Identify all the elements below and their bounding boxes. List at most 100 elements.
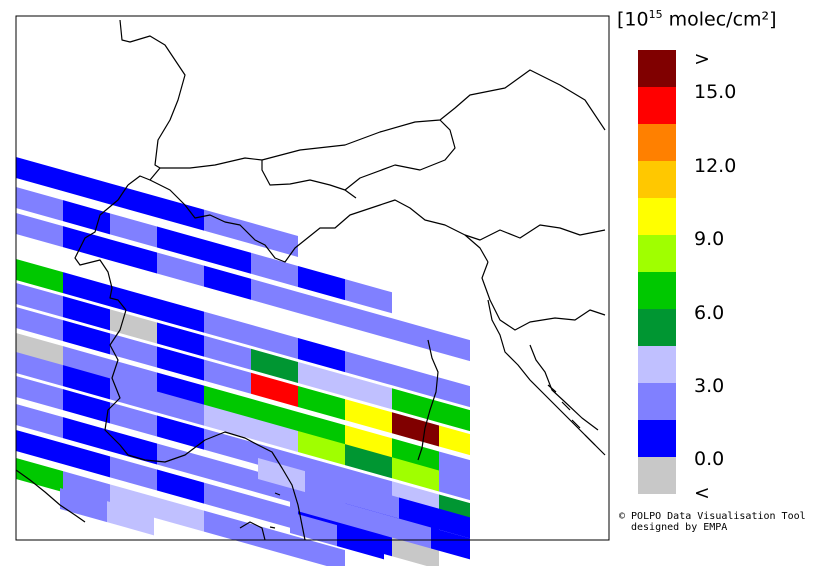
swath-pixel bbox=[251, 372, 298, 407]
swath-pixel bbox=[110, 402, 157, 437]
country-borders bbox=[15, 19, 606, 541]
swath-pixel bbox=[157, 346, 204, 381]
swath-pixel bbox=[63, 170, 110, 205]
swath-pixel bbox=[157, 497, 204, 532]
swath-pixel bbox=[439, 331, 470, 362]
swath-pixel bbox=[258, 458, 305, 493]
legend-swatch bbox=[638, 124, 676, 161]
swath-pixel bbox=[392, 438, 439, 473]
swath-pixel bbox=[63, 417, 110, 452]
swath-pixel bbox=[305, 471, 352, 506]
swath-pixel bbox=[337, 501, 384, 536]
swath-pixel bbox=[251, 278, 298, 313]
swath-pixel bbox=[439, 377, 470, 408]
swath-pixel bbox=[251, 398, 298, 433]
swath-pixel bbox=[298, 385, 345, 421]
legend-swatch bbox=[638, 457, 676, 494]
swath-pixel bbox=[16, 307, 63, 342]
swath-pixel bbox=[16, 157, 63, 192]
swath-pixel bbox=[204, 209, 251, 244]
swath-pixel bbox=[251, 324, 298, 359]
swath-pixel bbox=[446, 510, 470, 539]
legend-swatch bbox=[638, 272, 676, 309]
swath-pixel bbox=[16, 430, 63, 465]
swath-pixel bbox=[63, 200, 110, 235]
swath-pixel bbox=[157, 298, 204, 333]
swath-pixel bbox=[110, 378, 157, 413]
swath-pixel bbox=[392, 364, 439, 399]
swath-pixel bbox=[157, 415, 204, 450]
legend-swatch bbox=[638, 50, 676, 87]
swath-pixel bbox=[204, 239, 251, 274]
swath-pixel bbox=[251, 252, 298, 287]
swath-pixel bbox=[110, 285, 157, 320]
legend-swatch bbox=[638, 420, 676, 457]
swath-pixel bbox=[63, 296, 110, 331]
swath-pixel bbox=[204, 265, 251, 300]
swath-pixel bbox=[110, 239, 157, 274]
swath-pixel bbox=[204, 428, 251, 463]
swath-pixel bbox=[204, 385, 251, 420]
swath-pixel bbox=[204, 311, 251, 346]
swath-pixel bbox=[345, 305, 392, 340]
swath-pixel bbox=[157, 469, 204, 504]
legend-swatch bbox=[638, 161, 676, 198]
swath-pixel bbox=[110, 456, 157, 491]
swath-pixel bbox=[204, 510, 251, 545]
legend-tick-label: < bbox=[694, 482, 710, 504]
swath-pixel bbox=[439, 470, 470, 501]
swath-pixel bbox=[110, 333, 157, 368]
swath-pixel bbox=[110, 309, 157, 344]
swath-pixel bbox=[16, 458, 63, 493]
swath-pixel bbox=[251, 348, 298, 383]
swath-pixel bbox=[392, 318, 439, 353]
legend-swatch bbox=[638, 383, 676, 420]
swath-pixel bbox=[157, 252, 204, 287]
swath-pixel bbox=[298, 536, 345, 566]
swath-pixel bbox=[392, 457, 439, 492]
swath-pixel bbox=[345, 351, 392, 386]
swath-pixel bbox=[63, 346, 110, 381]
swath-pixel bbox=[16, 376, 63, 411]
swath-pixel bbox=[439, 401, 470, 432]
swath-pixel bbox=[157, 226, 204, 261]
swath-pixel bbox=[63, 471, 110, 506]
swath-pixel bbox=[204, 359, 251, 394]
credit-line-1: © POLPO Data Visualisation Tool bbox=[619, 511, 806, 522]
legend-swatch bbox=[638, 346, 676, 383]
swath-pixel bbox=[298, 361, 345, 397]
swath-pixel bbox=[110, 484, 157, 519]
swath-pixel bbox=[16, 404, 63, 439]
legend-swatch bbox=[638, 198, 676, 235]
swath-pixel bbox=[298, 411, 345, 447]
swath-pixel bbox=[157, 372, 204, 407]
unit-label: [1015 molec/cm²] bbox=[617, 8, 777, 31]
swath-pixel bbox=[63, 443, 110, 478]
legend-swatch bbox=[638, 87, 676, 124]
swath-pixel bbox=[204, 335, 251, 370]
swath-pixel bbox=[16, 352, 63, 387]
swath-pixel bbox=[16, 213, 63, 248]
map-frame bbox=[15, 15, 610, 541]
swath-pixel bbox=[60, 488, 107, 523]
swath-pixel bbox=[157, 322, 204, 357]
swath-pixel bbox=[290, 488, 337, 523]
swath-pixel bbox=[298, 337, 345, 373]
credit-line-2: designed by EMPA bbox=[631, 522, 728, 533]
legend-tick-label: 9.0 bbox=[694, 228, 725, 250]
swath-pixel bbox=[352, 484, 399, 519]
swath-pixel bbox=[16, 333, 63, 368]
swath-pixel bbox=[337, 525, 384, 560]
legend-swatch bbox=[638, 309, 676, 346]
swath-pixel bbox=[204, 482, 251, 517]
swath-pixel bbox=[345, 444, 392, 479]
swath-pixel bbox=[345, 279, 392, 314]
swath-pixel bbox=[157, 443, 204, 478]
swath-pixel bbox=[157, 391, 204, 426]
swath-pixel bbox=[110, 213, 157, 248]
swath-pixel bbox=[439, 425, 470, 456]
swath-pixel bbox=[63, 389, 110, 424]
swath-pixel bbox=[110, 359, 157, 394]
legend-tick-label: 3.0 bbox=[694, 375, 725, 397]
